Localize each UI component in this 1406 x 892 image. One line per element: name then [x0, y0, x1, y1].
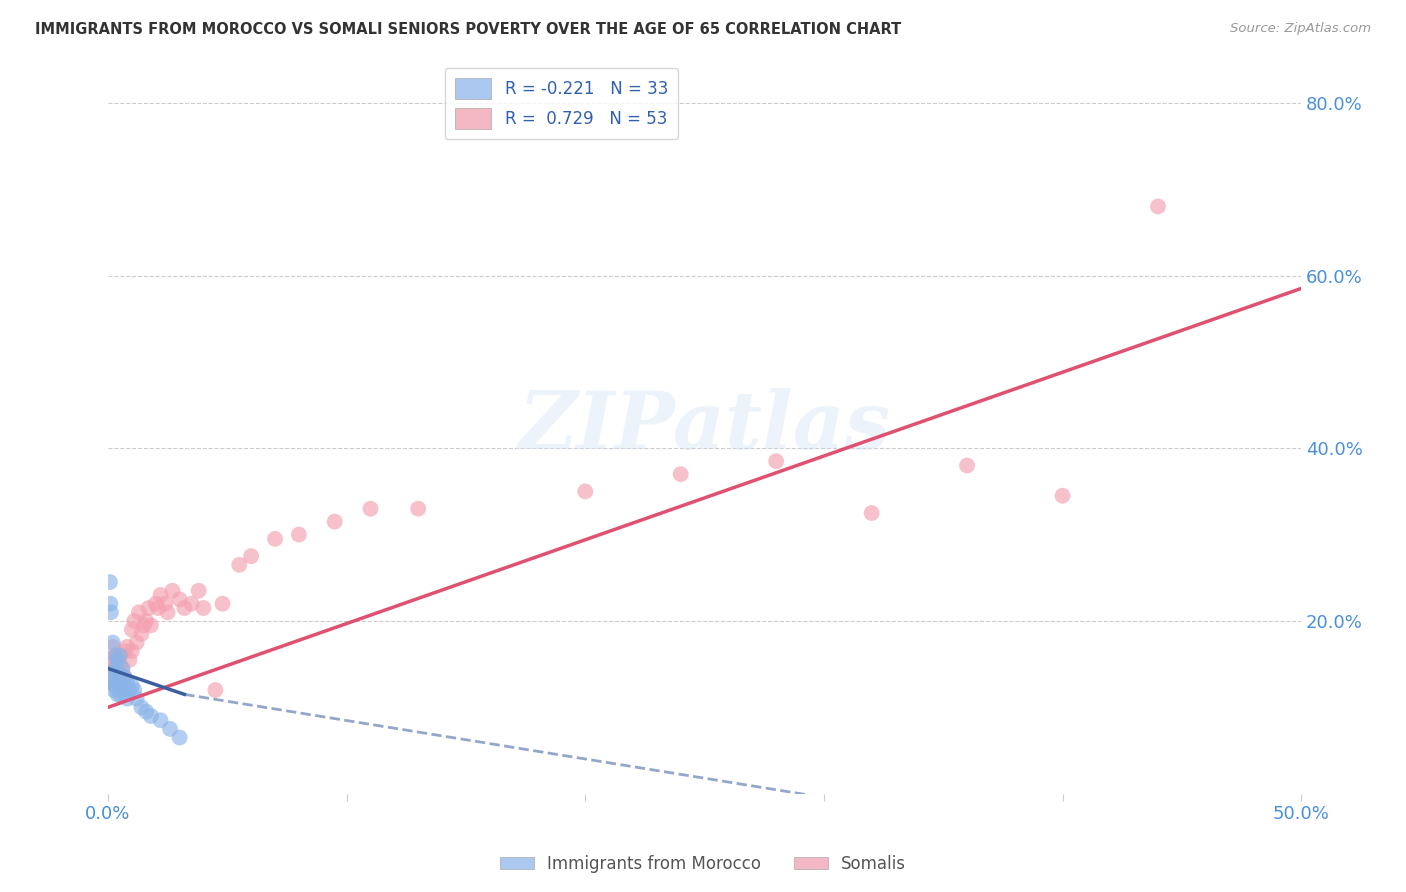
Point [264, 532, 287, 546]
Point [122, 683, 145, 698]
Point [114, 687, 136, 701]
Point [100, 665, 122, 680]
Point [204, 683, 226, 698]
Point [135, 614, 157, 628]
Point [138, 601, 160, 615]
Point [115, 674, 138, 689]
Point [104, 661, 127, 675]
Point [98, 575, 121, 590]
Point [173, 601, 195, 615]
Point [139, 709, 162, 723]
Point [114, 670, 136, 684]
Point [288, 527, 311, 541]
Point [125, 691, 148, 706]
Point [114, 644, 136, 658]
Point [406, 501, 429, 516]
Point [111, 661, 134, 675]
Point [104, 679, 127, 693]
Legend: R = -0.221   N = 33, R =  0.729   N = 53: R = -0.221 N = 33, R = 0.729 N = 53 [444, 68, 678, 139]
Legend: Immigrants from Morocco, Somalis: Immigrants from Morocco, Somalis [494, 848, 912, 880]
Point [115, 691, 138, 706]
Point [103, 683, 125, 698]
Text: ZIPatlas: ZIPatlas [519, 388, 890, 466]
Text: IMMIGRANTS FROM MOROCCO VS SOMALI SENIORS POVERTY OVER THE AGE OF 65 CORRELATION: IMMIGRANTS FROM MOROCCO VS SOMALI SENIOR… [35, 22, 901, 37]
Point [162, 583, 184, 598]
Point [159, 722, 181, 736]
Point [360, 501, 382, 516]
Point [135, 705, 157, 719]
Point [145, 597, 167, 611]
Point [111, 661, 134, 675]
Point [114, 670, 136, 684]
Point [108, 657, 131, 672]
Point [765, 454, 787, 468]
Point [100, 665, 122, 680]
Point [108, 648, 131, 663]
Point [146, 601, 169, 615]
Point [187, 583, 209, 598]
Point [101, 635, 124, 649]
Point [100, 653, 122, 667]
Point [121, 623, 143, 637]
Point [107, 687, 129, 701]
Point [111, 679, 134, 693]
Point [115, 640, 138, 654]
Point [155, 597, 177, 611]
Point [132, 618, 155, 632]
Point [100, 597, 122, 611]
Point [149, 713, 172, 727]
Point [131, 627, 153, 641]
Point [107, 648, 129, 663]
Point [169, 592, 191, 607]
Point [131, 700, 153, 714]
Point [104, 653, 127, 667]
Point [860, 506, 883, 520]
Point [228, 558, 250, 572]
Point [1052, 489, 1074, 503]
Point [149, 588, 172, 602]
Point [323, 515, 346, 529]
Point [240, 549, 263, 564]
Point [101, 674, 124, 689]
Point [193, 601, 215, 615]
Point [122, 614, 145, 628]
Point [107, 653, 129, 667]
Point [108, 687, 131, 701]
Point [101, 640, 124, 654]
Point [169, 731, 191, 745]
Point [108, 674, 131, 689]
Point [1147, 199, 1170, 213]
Point [118, 653, 141, 667]
Point [156, 605, 179, 619]
Point [100, 605, 122, 619]
Point [118, 683, 141, 698]
Point [108, 674, 131, 689]
Point [107, 665, 129, 680]
Point [125, 635, 148, 649]
Point [104, 679, 127, 693]
Point [98, 674, 121, 689]
Point [104, 648, 127, 663]
Text: Source: ZipAtlas.com: Source: ZipAtlas.com [1230, 22, 1371, 36]
Point [180, 597, 202, 611]
Point [105, 674, 128, 689]
Point [103, 661, 125, 675]
Point [107, 665, 129, 680]
Point [669, 467, 692, 482]
Point [139, 618, 162, 632]
Point [128, 605, 150, 619]
Point [121, 679, 143, 693]
Point [574, 484, 596, 499]
Point [211, 597, 233, 611]
Point [956, 458, 979, 473]
Point [121, 644, 143, 658]
